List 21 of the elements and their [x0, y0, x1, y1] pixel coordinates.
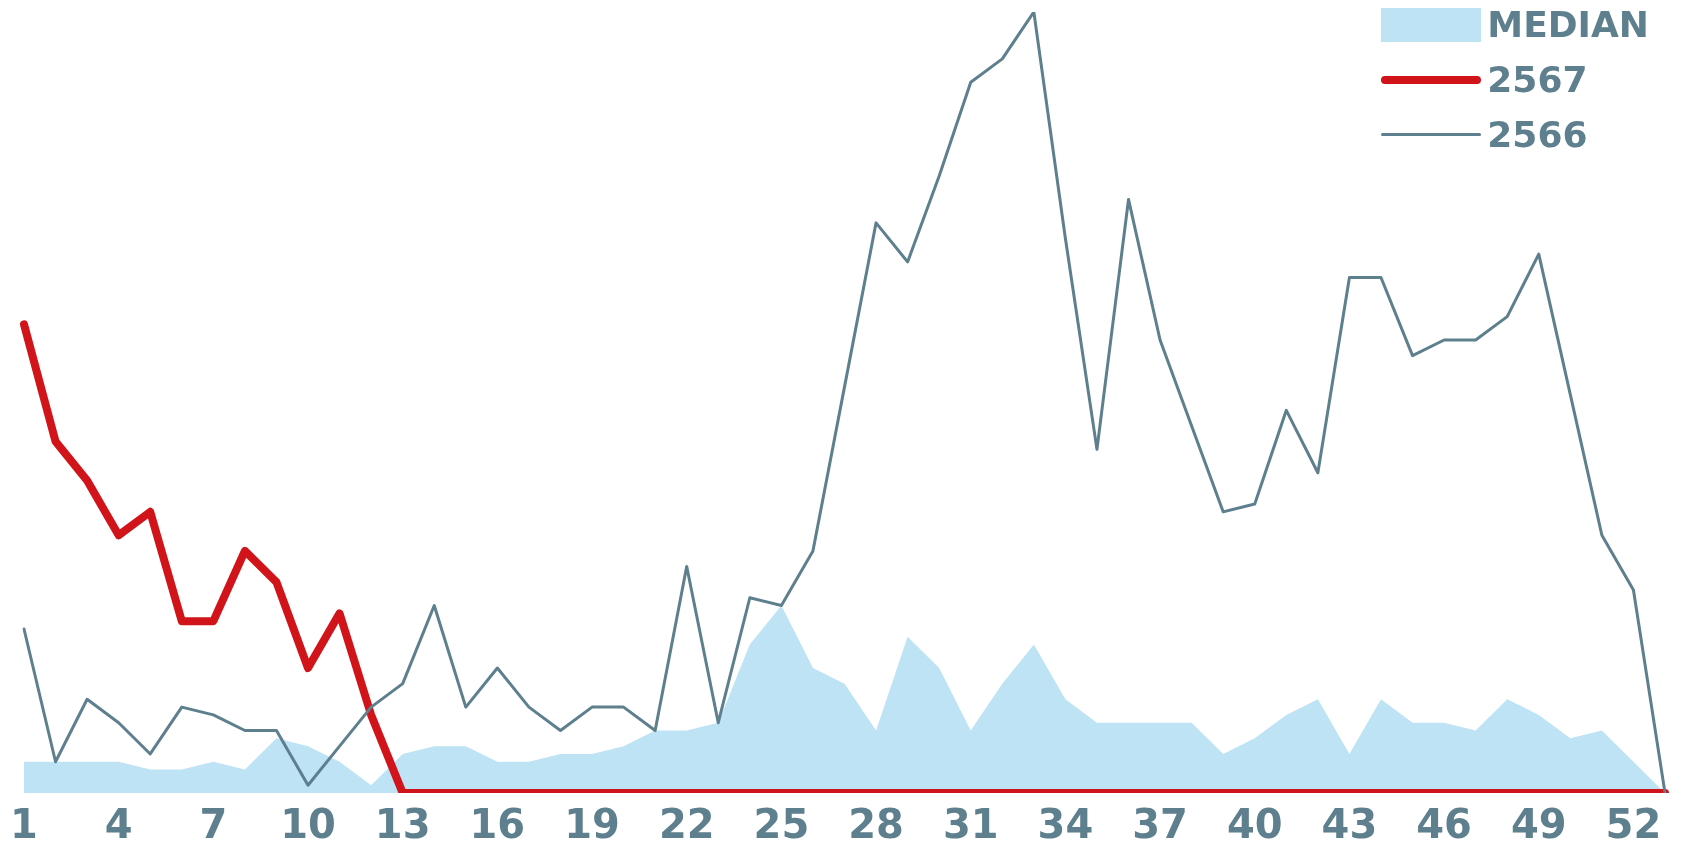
x-tick-label: 52	[1605, 801, 1662, 848]
x-tick-label: 37	[1132, 801, 1188, 848]
x-tick-label: 1	[10, 801, 38, 848]
x-tick-label: 31	[942, 801, 999, 848]
x-tick-label: 28	[848, 801, 904, 848]
x-tick-label: 4	[104, 801, 133, 848]
legend-label: 2567	[1487, 59, 1588, 100]
x-tick-label: 25	[753, 801, 810, 848]
x-tick-label: 7	[199, 801, 228, 848]
x-tick-label: 22	[658, 801, 715, 848]
x-tick-label: 19	[564, 801, 620, 848]
x-tick-label: 43	[1321, 801, 1378, 848]
x-tick-label: 16	[469, 801, 526, 848]
x-tick-label: 10	[280, 801, 336, 848]
x-tick-label: 13	[374, 801, 431, 848]
x-tick-label: 40	[1226, 801, 1283, 848]
x-tick-label: 34	[1037, 801, 1094, 848]
legend-label: MEDIAN	[1487, 4, 1649, 45]
x-tick-label: 49	[1510, 801, 1567, 848]
legend-label: 2566	[1487, 114, 1588, 155]
x-tick-label: 46	[1416, 801, 1472, 848]
